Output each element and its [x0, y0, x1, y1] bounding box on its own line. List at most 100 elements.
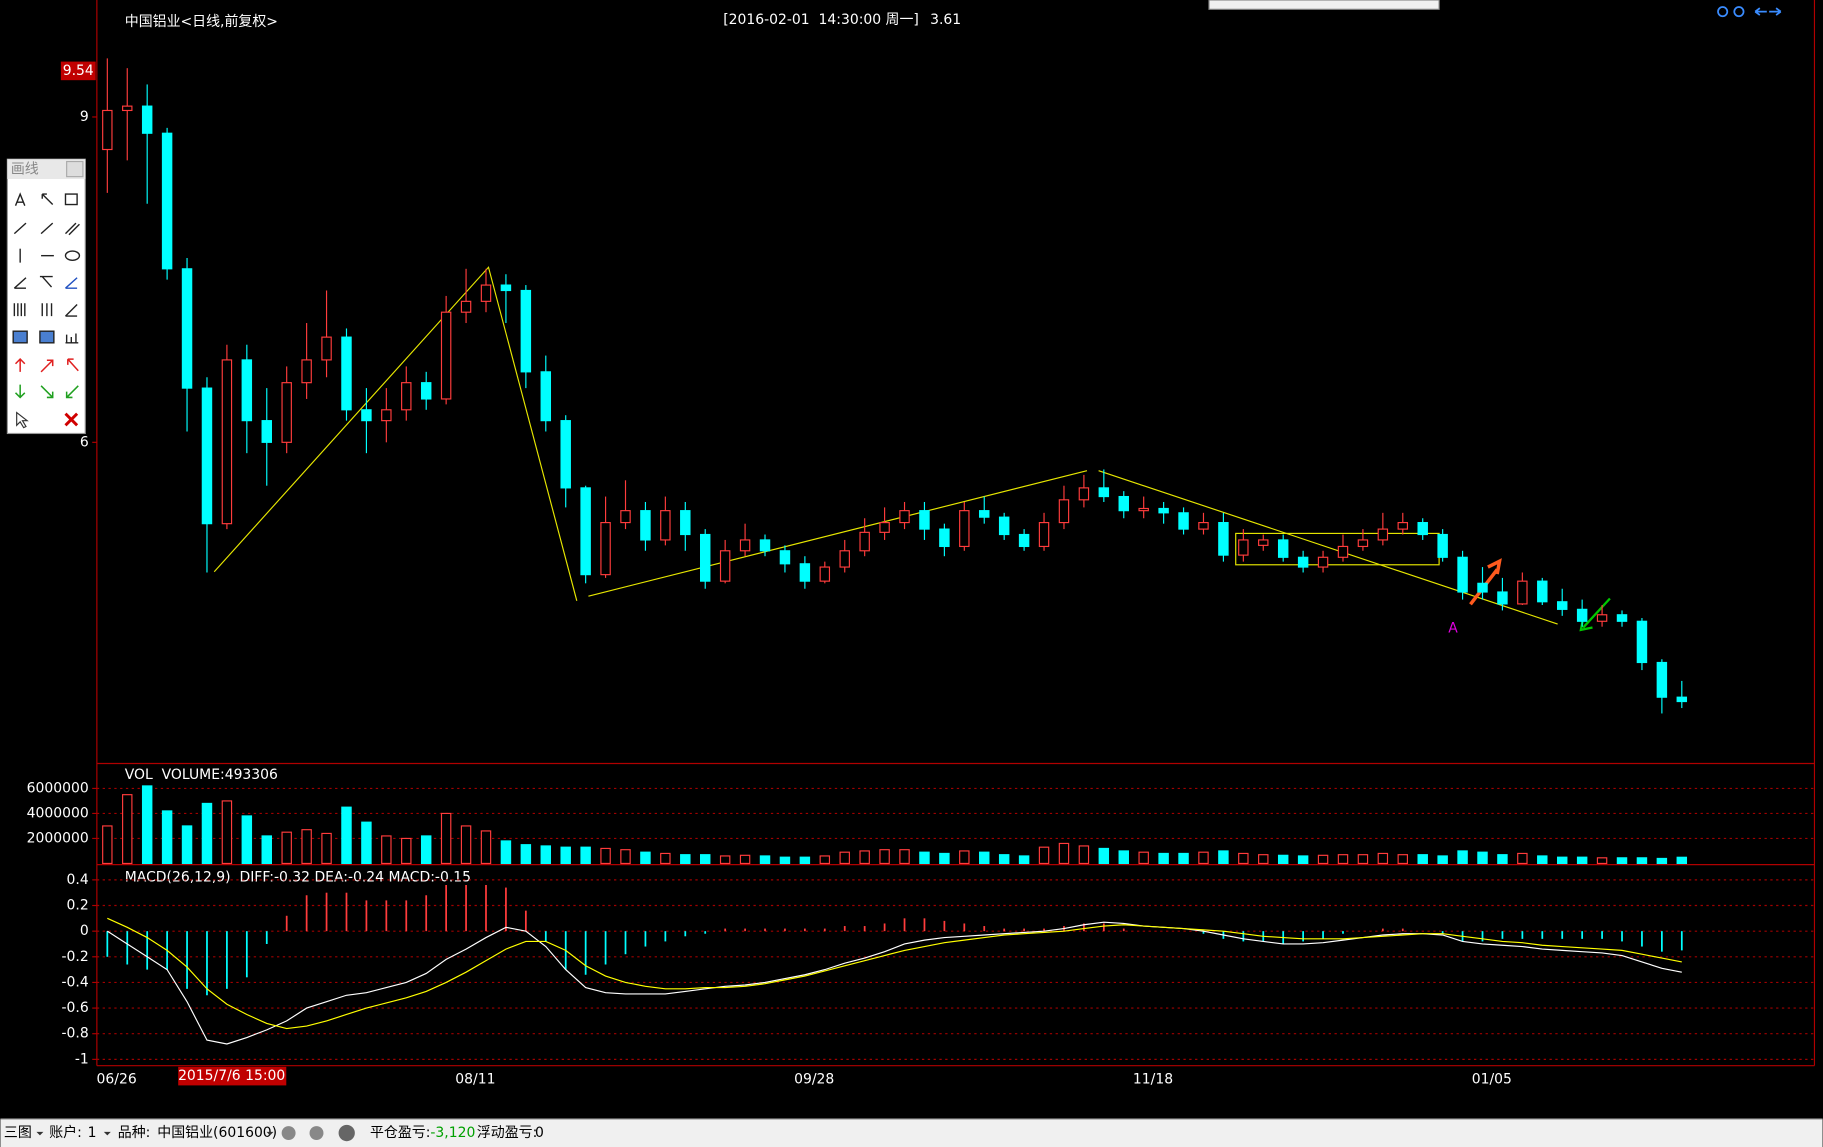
candle-body [1118, 495, 1129, 512]
floating-toolbar[interactable] [1208, 0, 1440, 10]
y-tick-label: 4000000 [27, 805, 89, 821]
layout-select[interactable]: 三图 [4, 1125, 32, 1141]
volume-bar [1517, 852, 1528, 865]
candle-body [1098, 487, 1110, 498]
volume-bar [161, 810, 173, 865]
volume-bar [1636, 857, 1648, 865]
candle-body [1576, 608, 1588, 622]
candle-body [261, 420, 272, 443]
y-tick-label: 9 [80, 109, 89, 125]
candle-body [879, 522, 890, 533]
volume-bar [1317, 854, 1329, 865]
volume-bar [1238, 852, 1249, 865]
candle-body [102, 109, 113, 151]
volume-bar [1457, 850, 1468, 865]
volume-bar [181, 825, 193, 865]
candle-body [1437, 533, 1448, 558]
candle-body [1018, 533, 1030, 548]
volume-bar [241, 815, 253, 865]
candle-body [939, 528, 950, 548]
volume-bar [1556, 856, 1568, 865]
y-tick-label: -0.2 [62, 949, 89, 965]
candle-body [1317, 556, 1329, 568]
x-tick-label: 09/28 [794, 1072, 834, 1088]
volume-bar [1576, 856, 1588, 865]
toolbar-icons[interactable] [12, 192, 81, 344]
volume-bar [1178, 852, 1189, 865]
candle-body [1377, 528, 1389, 541]
toolbar-red-arrows[interactable] [14, 358, 79, 373]
zoom-controls[interactable] [1717, 6, 1782, 18]
volume-bar [998, 854, 1010, 865]
candle-body [1238, 539, 1249, 556]
volume-bar [381, 835, 392, 865]
price-cursor-label: 9.54 [63, 63, 94, 79]
candle-body [1616, 614, 1628, 622]
volume-bar [261, 835, 272, 865]
candle-body [600, 522, 611, 576]
glasses-button[interactable] [338, 1124, 355, 1142]
symbol-select[interactable]: 中国铝业(601600) [157, 1125, 277, 1141]
drawing-toolbar: 画线 [6, 158, 86, 435]
account-select[interactable]: 1 [88, 1125, 97, 1141]
volume-bar [859, 850, 870, 865]
candle-body [620, 510, 631, 524]
volume-bar [1497, 854, 1508, 865]
volume-bar [1198, 851, 1209, 865]
volume-bar [1018, 855, 1030, 865]
candle-body [779, 550, 791, 565]
volume-bar [739, 854, 751, 865]
candle-body [141, 105, 153, 134]
candle-body [281, 382, 292, 443]
macd-line [107, 917, 1682, 1030]
candle-body [540, 371, 552, 422]
floating-pnl-label: 浮动盈亏: [477, 1125, 537, 1141]
volume-bar [979, 851, 990, 865]
y-tick-label: -0.6 [62, 1000, 89, 1016]
volume-bar [779, 856, 791, 865]
volume-bar [1676, 856, 1688, 865]
macd-title: MACD(26,12,9) DIFF:-0.32 DEA:-0.24 MACD:… [125, 869, 471, 885]
volume-bar [959, 850, 970, 865]
y-tick-label: -1 [75, 1051, 89, 1067]
volume-bar [1537, 855, 1548, 865]
volume-bar [341, 806, 352, 865]
volume-bar [660, 852, 671, 865]
volume-bar [141, 785, 153, 865]
toolbar-close[interactable] [66, 160, 84, 178]
y-tick-label: 0.4 [67, 872, 89, 888]
volume-bar [1138, 851, 1149, 865]
candle-body [1277, 539, 1289, 558]
minus-button[interactable] [281, 1126, 296, 1141]
candle-body [241, 359, 253, 422]
volume-bar [939, 852, 950, 865]
volume-bar [1258, 854, 1269, 865]
candle-body [1517, 580, 1528, 605]
volume-bar [1656, 857, 1668, 865]
candle-body [460, 300, 472, 313]
volume-bar [1357, 854, 1369, 865]
toolbar-pointer[interactable] [16, 411, 29, 429]
volume-bar [1218, 850, 1229, 865]
date-cursor-box [178, 1066, 287, 1086]
floating-pnl: 0 [535, 1125, 544, 1141]
candle-body [1218, 522, 1229, 556]
volume-bar [1158, 852, 1169, 865]
candle-body [341, 336, 352, 411]
candle-body [660, 510, 671, 541]
volume-bar [1417, 854, 1428, 865]
toolbar-green-arrows[interactable] [14, 384, 79, 399]
candle-body [1397, 522, 1409, 530]
volume-bar [460, 825, 472, 865]
volume-bar [1118, 850, 1129, 865]
candle-body [1477, 582, 1488, 593]
plus-button[interactable] [309, 1126, 324, 1141]
candle-body [839, 550, 850, 568]
candle-body [719, 550, 731, 582]
candle-body [221, 359, 233, 525]
volume-bar [480, 830, 492, 865]
toolbar-delete[interactable] [64, 412, 79, 427]
candle-body [480, 284, 492, 302]
candle-body [739, 539, 751, 552]
